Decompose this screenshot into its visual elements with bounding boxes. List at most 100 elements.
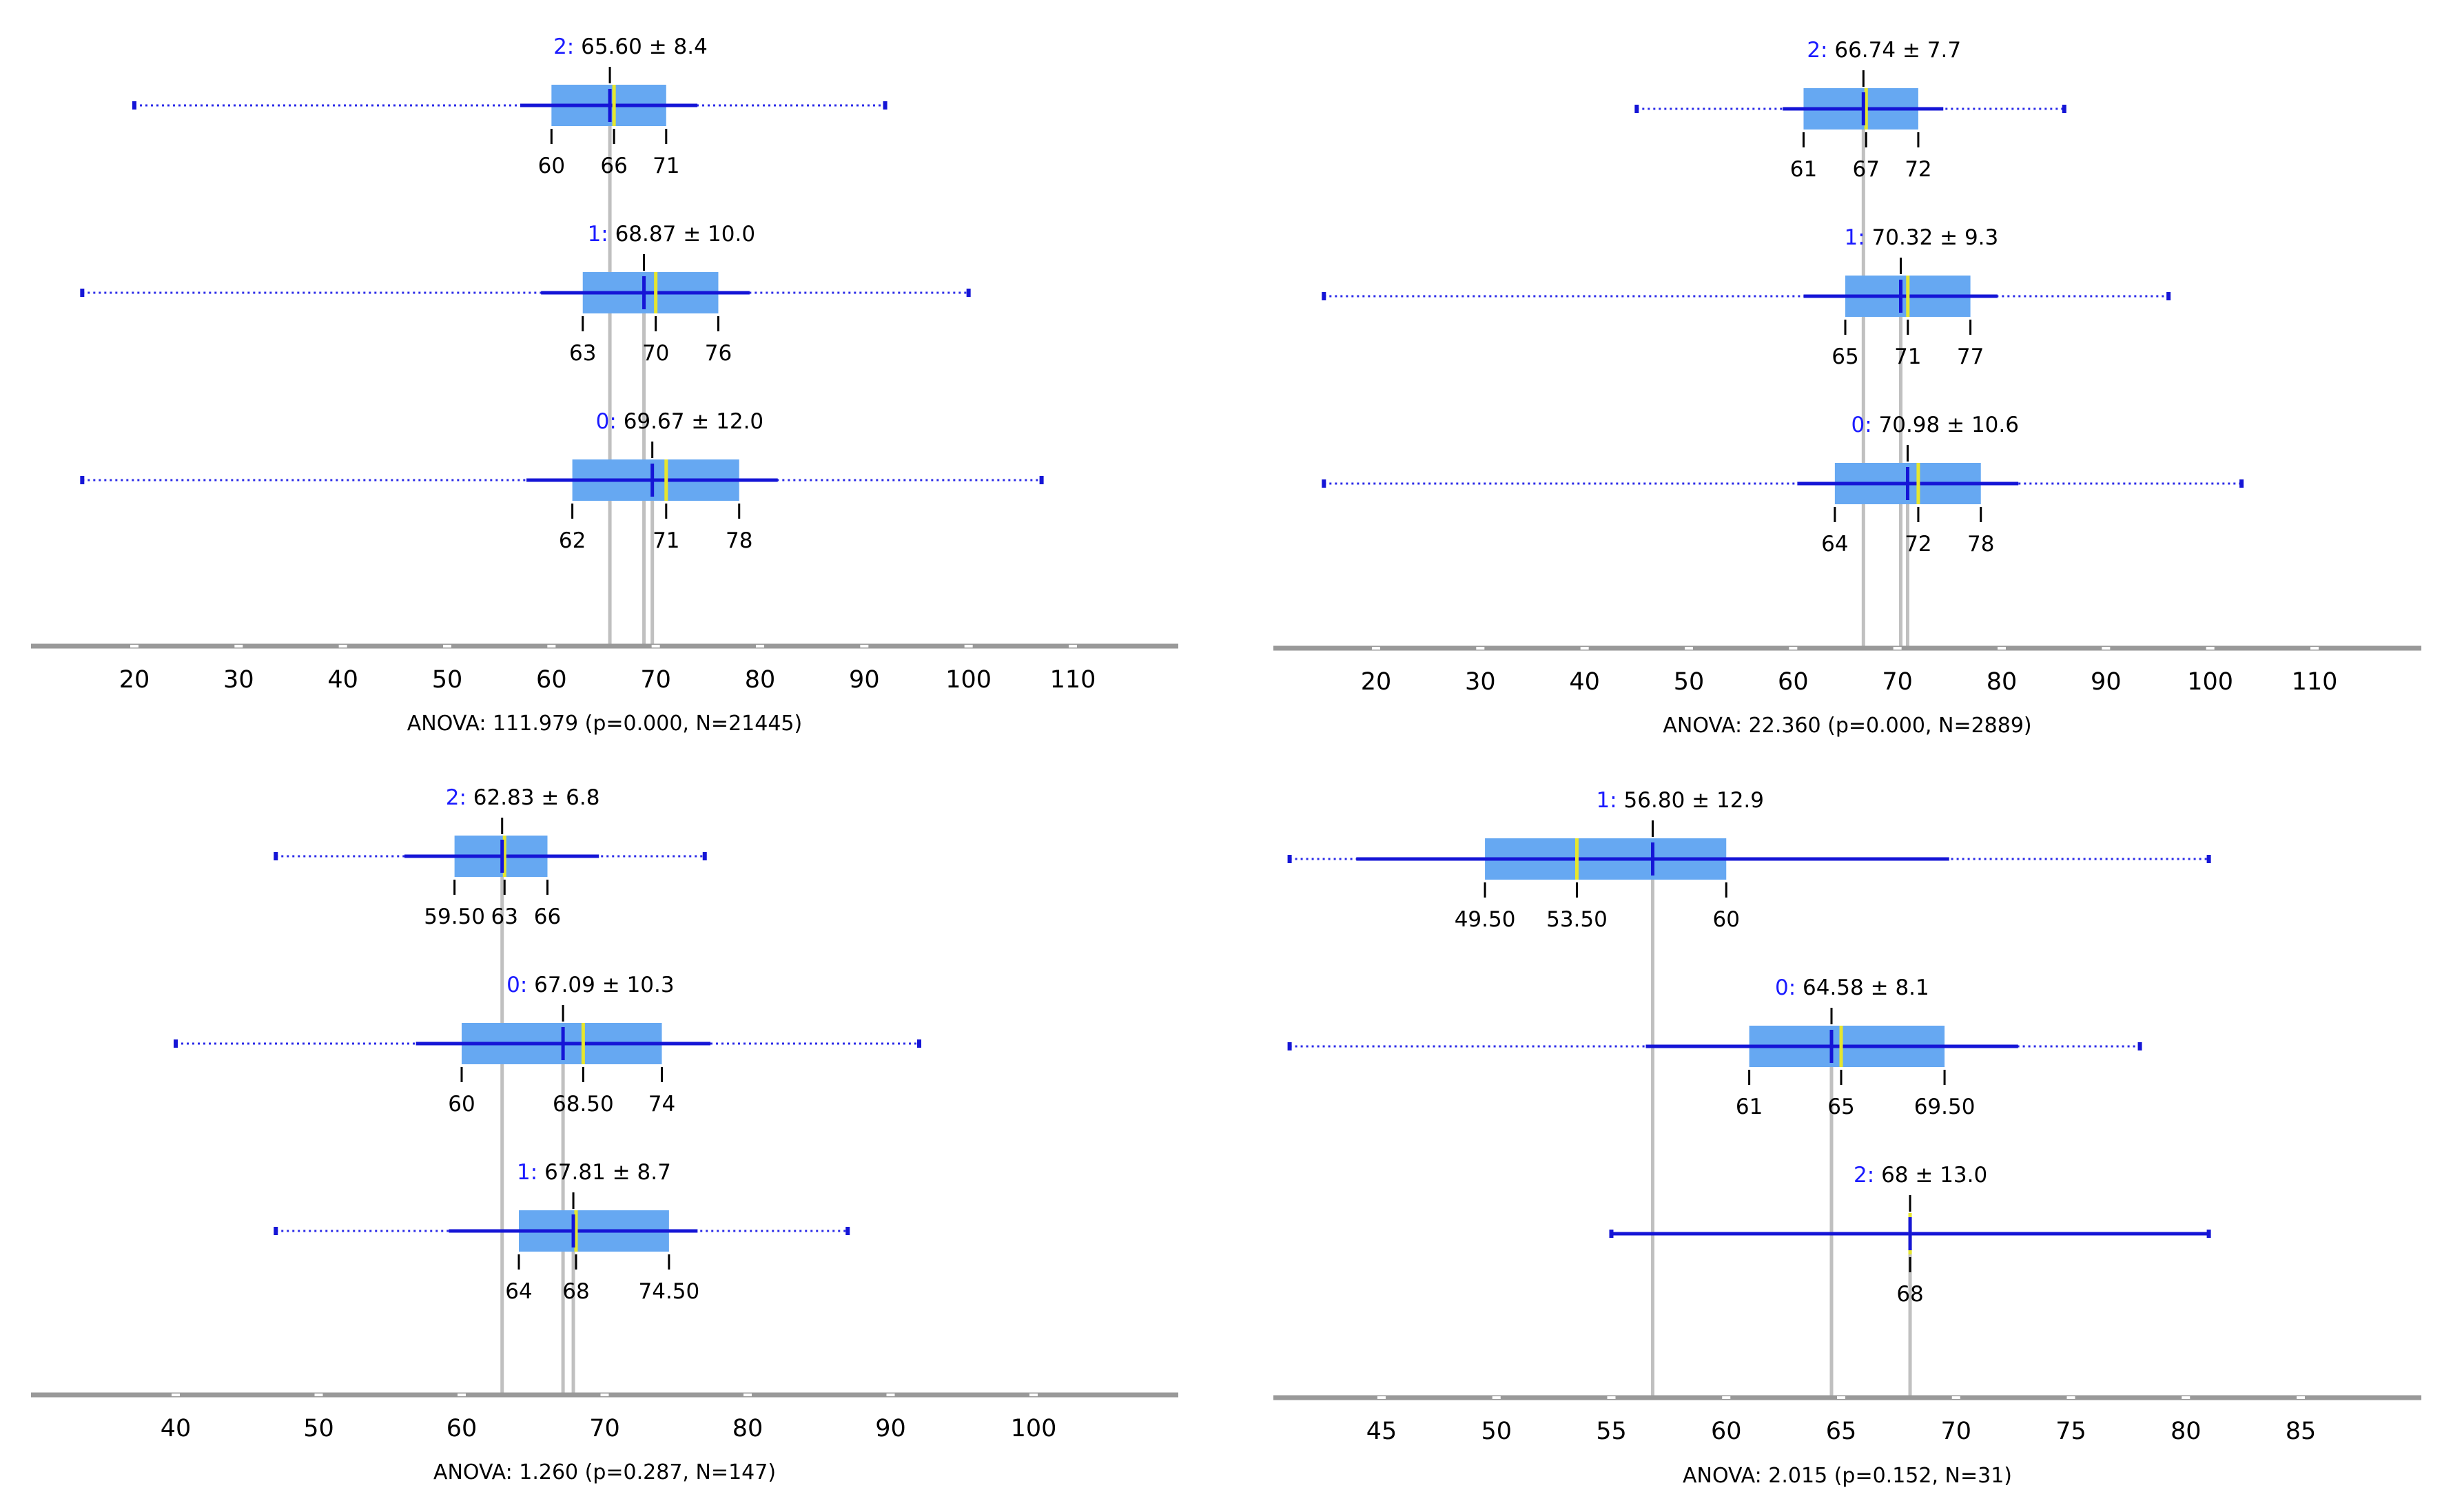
mean-sd-value: 67.81 ± 8.7	[537, 1160, 671, 1185]
quartile-label: 68.50	[553, 1092, 614, 1117]
group-id: 0:	[1775, 975, 1796, 1000]
quartile-label: 63	[491, 904, 518, 929]
x-tick-label: 90	[849, 666, 880, 694]
x-tick-label: 80	[745, 666, 776, 694]
quartile-label: 78	[1967, 532, 1994, 557]
quartile-label: 68	[562, 1279, 589, 1304]
panel-1: 20 30 40 50 60 70 80 90 100 110 ANOVA: 111.979 (p=…	[31, 34, 1178, 736]
max-end-cap	[2206, 855, 2211, 863]
mean-sd-value: 68 ± 13.0	[1874, 1163, 1987, 1188]
max-end-cap	[2137, 1042, 2142, 1050]
x-tick-mark	[1837, 1396, 1845, 1399]
x-tick-mark	[314, 1394, 323, 1396]
max-end-cap	[2239, 479, 2244, 488]
x-tick-label: 70	[589, 1415, 620, 1442]
x-tick-mark	[443, 645, 451, 648]
x-tick-mark	[1580, 647, 1589, 650]
min-end-cap	[1634, 105, 1639, 113]
x-tick-mark	[234, 645, 243, 648]
panel-3: 40 50 60 70 80 90 100 ANOVA: 1.260 (p=0.287, N=…	[31, 785, 1178, 1484]
x-tick-label: 100	[1011, 1415, 1057, 1442]
x-tick-label: 80	[2171, 1418, 2202, 1445]
quartile-label: 65	[1827, 1095, 1854, 1119]
group-id: 1:	[1597, 788, 1617, 813]
x-tick-label: 50	[432, 666, 463, 694]
x-tick-label: 70	[640, 666, 671, 694]
min-end-cap	[132, 101, 136, 110]
group-0-row: 0: 64.58 ± 8.1 61 65 69.50	[1287, 975, 2142, 1119]
quartile-label: 49.50	[1455, 907, 1516, 932]
x-tick-label: 100	[2187, 668, 2233, 696]
x-tick-label: 85	[2286, 1418, 2317, 1445]
x-tick-mark	[886, 1394, 895, 1396]
group-1-row: 1: 68.87 ± 10.0 63 70 76	[80, 222, 971, 366]
x-tick-mark	[756, 645, 764, 648]
x-tick-mark	[1998, 647, 2006, 650]
group-mean-sd-label: 2: 62.83 ± 6.8	[446, 785, 600, 810]
x-tick-mark	[964, 645, 973, 648]
quartile-label: 60	[538, 154, 565, 178]
x-tick-label: 60	[1711, 1418, 1742, 1445]
anova-summary: ANOVA: 2.015 (p=0.152, N=31)	[1683, 1464, 2012, 1488]
group-0-row: 0: 69.67 ± 12.0 62 71 78	[80, 409, 1044, 553]
x-tick-mark	[1951, 1396, 1960, 1399]
group-id: 1:	[1845, 225, 1865, 250]
quartile-label: 71	[653, 154, 679, 178]
x-tick-label: 50	[1674, 668, 1705, 696]
quartile-label: 62	[559, 528, 586, 553]
x-tick-mark	[1492, 1396, 1501, 1399]
max-end-cap	[1039, 476, 1044, 484]
x-tick-label: 80	[1987, 668, 2018, 696]
mean-sd-value: 70.32 ± 9.3	[1865, 225, 1999, 250]
quartile-label: 64	[505, 1279, 532, 1304]
group-id: 1:	[517, 1160, 537, 1185]
x-tick-mark	[1029, 1394, 1038, 1396]
quartile-label: 65	[1832, 344, 1858, 369]
x-tick-label: 65	[1826, 1418, 1857, 1445]
mean-sd-value: 67.09 ± 10.3	[527, 973, 674, 997]
group-0-row: 0: 70.98 ± 10.6 64 72 78	[1322, 413, 2244, 557]
mean-sd-value: 68.87 ± 10.0	[608, 222, 755, 247]
x-tick-label: 70	[1882, 668, 1913, 696]
group-mean-sd-label: 2: 66.74 ± 7.7	[1807, 38, 1961, 63]
quartile-label: 66	[534, 904, 561, 929]
min-end-cap	[1322, 292, 1326, 300]
group-1-row: 1: 56.80 ± 12.9 49.50 53.50 60	[1287, 788, 2211, 932]
x-tick-mark	[743, 1394, 752, 1396]
group-id: 0:	[1851, 413, 1871, 437]
group-mean-sd-label: 1: 56.80 ± 12.9	[1597, 788, 1764, 813]
x-tick-mark	[1476, 647, 1485, 650]
quartile-label: 77	[1957, 344, 1984, 369]
max-end-cap	[845, 1227, 850, 1235]
group-mean-sd-label: 2: 68 ± 13.0	[1854, 1163, 1987, 1188]
quartile-label: 64	[1821, 532, 1848, 557]
group-id: 0:	[596, 409, 617, 434]
group-mean-sd-label: 0: 70.98 ± 10.6	[1851, 413, 2018, 437]
x-tick-mark	[1607, 1396, 1616, 1399]
mean-sd-value: 62.83 ± 6.8	[466, 785, 600, 810]
min-end-cap	[80, 289, 85, 297]
quartile-label: 71	[653, 528, 679, 553]
max-end-cap	[883, 101, 887, 110]
x-tick-label: 110	[1050, 666, 1096, 694]
quartile-label: 74.50	[639, 1279, 700, 1304]
group-mean-sd-label: 0: 67.09 ± 10.3	[506, 973, 674, 997]
min-end-cap	[174, 1039, 178, 1048]
x-tick-label: 50	[303, 1415, 334, 1442]
quartile-label: 72	[1905, 157, 1931, 182]
x-tick-label: 55	[1596, 1418, 1627, 1445]
x-tick-label: 45	[1366, 1418, 1397, 1445]
quartile-label: 66	[600, 154, 627, 178]
min-end-cap	[1322, 479, 1326, 488]
x-tick-mark	[2102, 647, 2111, 650]
x-tick-label: 90	[875, 1415, 906, 1442]
x-tick-mark	[130, 645, 138, 648]
x-tick-mark	[2297, 1396, 2305, 1399]
anova-summary: ANOVA: 111.979 (p=0.000, N=21445)	[407, 712, 802, 736]
group-id: 2:	[1854, 1163, 1874, 1188]
x-tick-mark	[1685, 647, 1693, 650]
group-mean-sd-label: 1: 68.87 ± 10.0	[588, 222, 755, 247]
group-2-row: 2: 62.83 ± 6.8 59.50 63 66	[274, 785, 707, 929]
mean-sd-value: 66.74 ± 7.7	[1828, 38, 1962, 63]
mean-sd-value: 69.67 ± 12.0	[617, 409, 763, 434]
